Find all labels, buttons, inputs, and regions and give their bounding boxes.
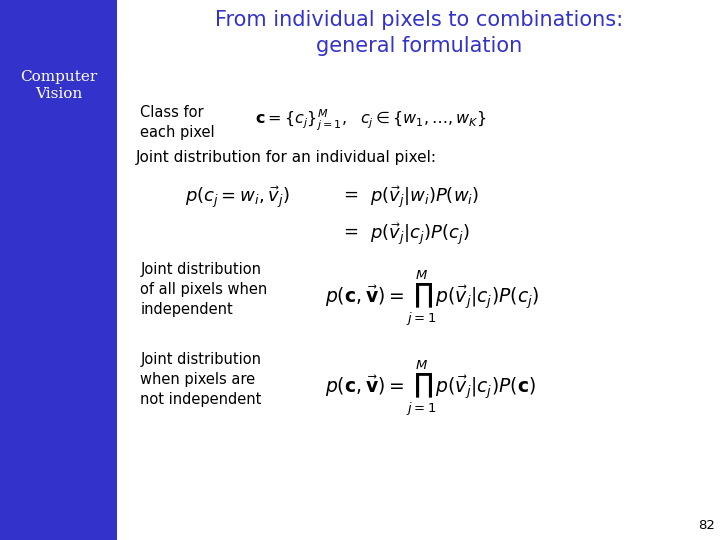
Text: $\mathbf{c} = \{c_j\}_{j=1}^{M},\ \ c_j \in \{w_1, \ldots, w_K\}$: $\mathbf{c} = \{c_j\}_{j=1}^{M},\ \ c_j …: [256, 108, 487, 133]
Text: Joint distribution
when pixels are
not independent: Joint distribution when pixels are not i…: [140, 352, 262, 407]
Text: 82: 82: [698, 519, 715, 532]
Text: $p(\mathbf{c}, \vec{\mathbf{v}}) = \prod_{j=1}^{M} p(\vec{v}_j|c_j)P(c_j)$: $p(\mathbf{c}, \vec{\mathbf{v}}) = \prod…: [325, 268, 540, 328]
Text: $p(c_j = w_i, \vec{v}_j)$: $p(c_j = w_i, \vec{v}_j)$: [185, 185, 290, 211]
Text: Joint distribution
of all pixels when
independent: Joint distribution of all pixels when in…: [140, 262, 268, 316]
Bar: [0, 0, 117, 540]
Text: $p(\mathbf{c}, \vec{\mathbf{v}}) = \prod_{j=1}^{M} p(\vec{v}_j|c_j)P(\mathbf{c}): $p(\mathbf{c}, \vec{\mathbf{v}}) = \prod…: [325, 358, 536, 417]
Text: Computer
Vision: Computer Vision: [20, 70, 97, 102]
Text: $=$: $=$: [341, 222, 359, 240]
Text: $p(\vec{v}_j|w_i)P(w_i)$: $p(\vec{v}_j|w_i)P(w_i)$: [370, 185, 480, 211]
Text: Class for
each pixel: Class for each pixel: [140, 105, 215, 140]
Text: $p(\vec{v}_j|c_j)P(c_j)$: $p(\vec{v}_j|c_j)P(c_j)$: [370, 222, 470, 248]
Text: Joint distribution for an individual pixel:: Joint distribution for an individual pix…: [135, 150, 436, 165]
Text: $=$: $=$: [341, 185, 359, 203]
Text: From individual pixels to combinations:
general formulation: From individual pixels to combinations: …: [215, 10, 623, 56]
